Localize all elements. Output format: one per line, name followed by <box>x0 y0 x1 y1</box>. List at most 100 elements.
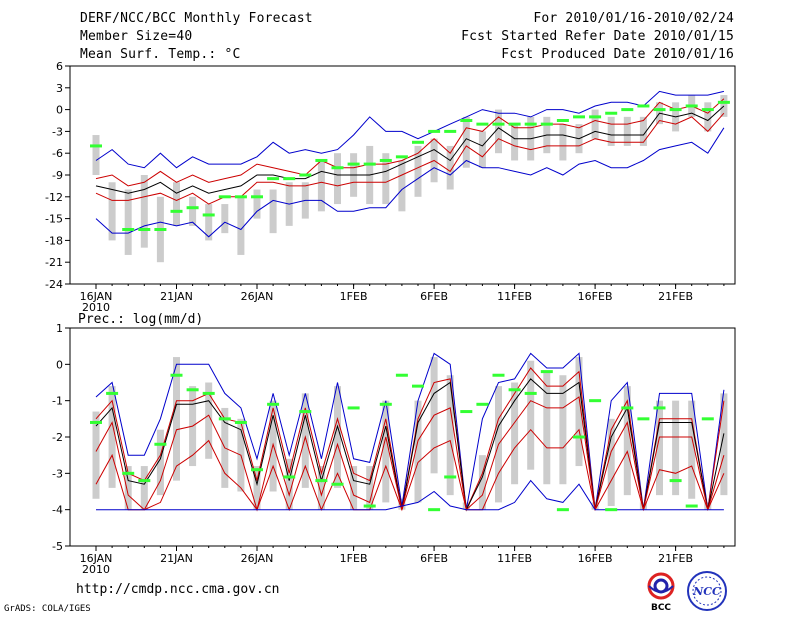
ensemble-bar <box>269 189 277 234</box>
ensemble-bar <box>156 429 164 496</box>
observed-marker <box>637 417 650 421</box>
observed-marker <box>492 122 505 126</box>
observed-marker <box>315 158 328 162</box>
ensemble-bar <box>301 393 309 488</box>
observed-marker <box>444 129 457 133</box>
observed-marker <box>363 504 376 508</box>
x-tick-label: 21FEB <box>658 552 693 565</box>
observed-marker <box>669 108 682 112</box>
ensemble-bar <box>108 182 116 241</box>
observed-marker <box>605 111 618 115</box>
observed-marker <box>379 402 392 406</box>
observed-marker <box>540 122 553 126</box>
ensemble-bar <box>607 116 615 146</box>
member-size: Member Size=40 <box>80 29 193 44</box>
ensemble-bar <box>414 145 422 197</box>
series-upper-spread <box>95 98 725 187</box>
x-tick-label: 11FEB <box>497 290 532 303</box>
observed-marker <box>637 104 650 108</box>
observed-marker <box>267 177 280 181</box>
observed-marker <box>379 158 392 162</box>
y-tick-label: 0 <box>56 104 63 117</box>
precip-variable-label: Prec.: log(mm/d) <box>78 312 203 327</box>
series-ensemble-max <box>95 352 725 510</box>
observed-marker <box>331 166 344 170</box>
ensemble-bar <box>688 400 696 499</box>
ensemble-bar <box>720 393 728 496</box>
ensemble-bar <box>382 400 390 503</box>
observed-marker <box>508 388 521 392</box>
observed-marker <box>170 209 183 213</box>
ensemble-bar <box>253 466 261 510</box>
observed-marker <box>251 195 263 199</box>
ensemble-bar <box>672 400 680 496</box>
ensemble-bar <box>253 189 261 219</box>
y-tick-label: 6 <box>56 60 63 73</box>
ensemble-bar <box>511 124 519 161</box>
x-tick-label: 6FEB <box>420 290 448 303</box>
y-tick-label: -5 <box>52 540 63 553</box>
x-tick-label: 16JAN <box>80 290 113 303</box>
ensemble-bar <box>543 371 551 485</box>
ensemble-bar <box>623 116 631 146</box>
ensemble-bar <box>317 466 325 510</box>
y-tick-label: -18 <box>45 234 63 247</box>
ensemble-bar <box>221 204 229 234</box>
ensemble-bar <box>382 153 390 205</box>
ensemble-bar <box>495 109 502 154</box>
ensemble-bar <box>462 116 470 168</box>
observed-marker <box>508 122 521 126</box>
observed-marker <box>154 442 167 446</box>
observed-marker <box>556 508 569 512</box>
ensemble-bar <box>639 116 647 146</box>
observed-marker <box>685 104 698 108</box>
ensemble-bar <box>559 375 567 485</box>
ensemble-bar <box>108 386 116 488</box>
ensemble-bar <box>205 204 213 241</box>
y-tick-label: -1 <box>52 395 63 408</box>
ensemble-bar <box>92 135 100 175</box>
y-tick-label: 1 <box>56 322 63 335</box>
y-tick-label: -21 <box>45 256 63 269</box>
ensemble-bar <box>140 175 148 248</box>
x-tick-label: 21JAN <box>160 290 193 303</box>
observed-marker <box>234 195 247 199</box>
ensemble-bar <box>511 382 519 485</box>
x-tick-label: 11FEB <box>497 552 532 565</box>
observed-marker <box>589 115 602 119</box>
observed-marker <box>685 504 698 508</box>
ensemble-bar <box>414 400 422 503</box>
observed-marker <box>331 482 344 486</box>
ensemble-bar <box>559 124 567 161</box>
observed-marker <box>621 406 634 410</box>
ensemble-bar <box>398 160 406 212</box>
ensemble-bar <box>237 196 245 255</box>
ensemble-bar <box>92 411 100 499</box>
bcc-logo: BCC <box>640 570 682 613</box>
bcc-logo-text: BCC <box>651 603 671 612</box>
source-url[interactable]: http://cmdp.ncc.cma.gov.cn <box>76 582 280 597</box>
observed-marker <box>428 508 441 512</box>
ensemble-bar <box>478 131 486 168</box>
observed-marker <box>444 475 457 479</box>
series-ensemble-mean <box>95 378 725 512</box>
ensemble-bar <box>350 466 358 510</box>
forecast-produced: Fcst Produced Date 2010/01/16 <box>501 47 734 62</box>
observed-marker <box>122 471 135 475</box>
ensemble-bar <box>334 153 341 205</box>
ensemble-bar <box>173 357 180 481</box>
observed-marker <box>460 119 473 122</box>
observed-marker <box>573 115 585 119</box>
x-tick-label: 21FEB <box>658 290 693 303</box>
chart-title: DERF/NCC/BCC Monthly Forecast <box>80 11 313 26</box>
observed-marker <box>218 417 231 421</box>
observed-marker <box>524 122 537 126</box>
ensemble-bar <box>446 375 454 496</box>
series-lower-spread <box>95 112 725 205</box>
ensemble-bar <box>285 458 293 510</box>
ensemble-bar <box>189 196 197 226</box>
observed-marker <box>122 228 135 231</box>
series-ensemble-mean <box>95 105 725 194</box>
observed-marker <box>524 391 537 395</box>
observed-marker <box>428 129 441 133</box>
